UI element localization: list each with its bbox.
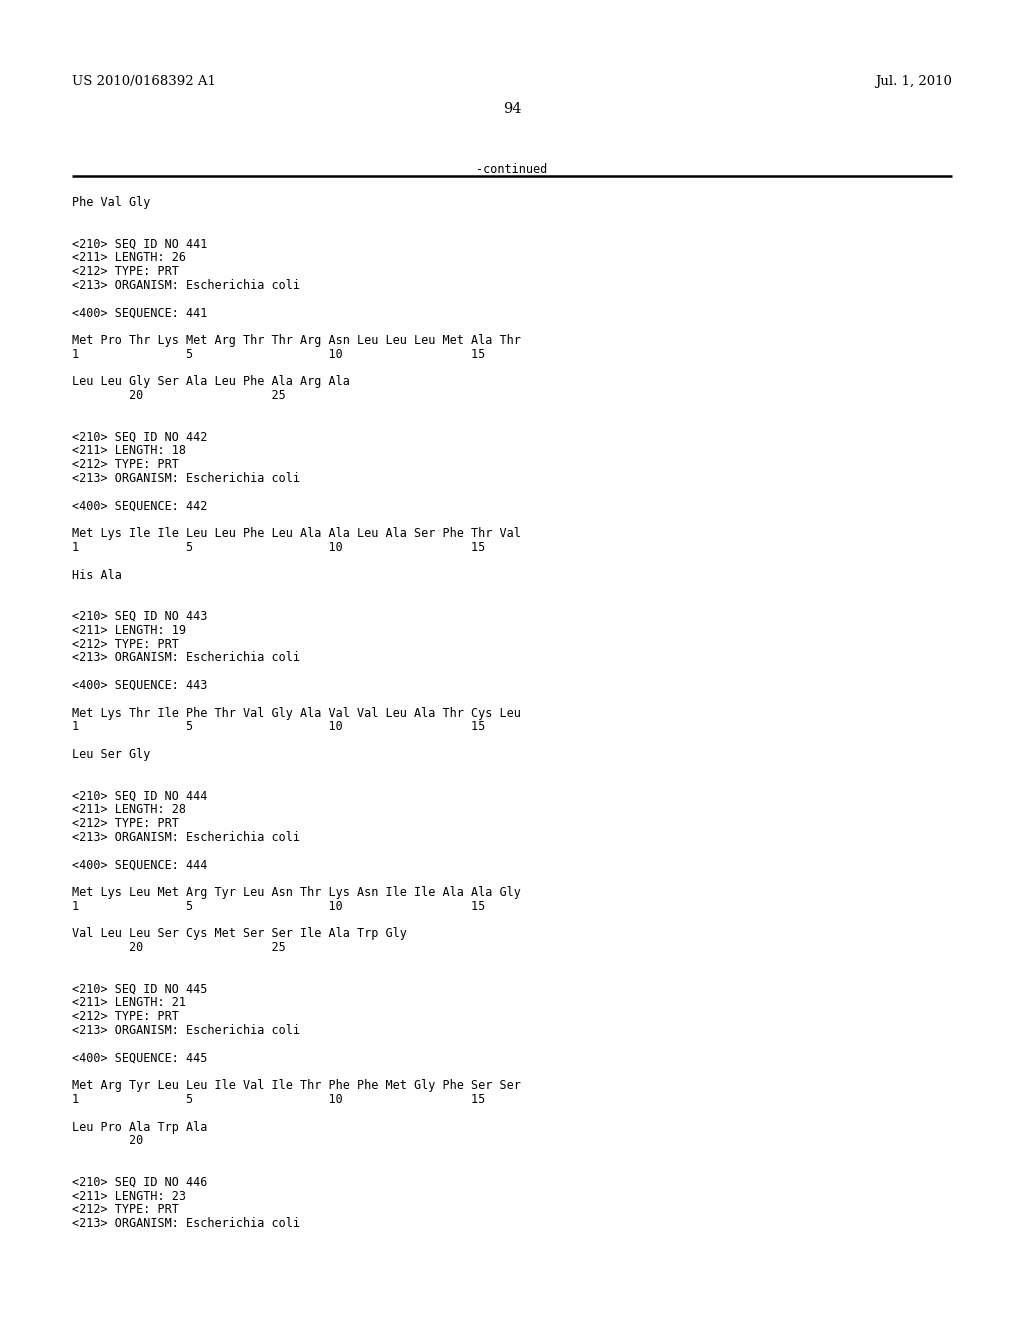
Text: Met Arg Tyr Leu Leu Ile Val Ile Thr Phe Phe Met Gly Phe Ser Ser: Met Arg Tyr Leu Leu Ile Val Ile Thr Phe …: [72, 1080, 521, 1092]
Text: 1               5                   10                  15: 1 5 10 15: [72, 1093, 485, 1106]
Text: <211> LENGTH: 18: <211> LENGTH: 18: [72, 445, 186, 458]
Text: <400> SEQUENCE: 441: <400> SEQUENCE: 441: [72, 306, 208, 319]
Text: <400> SEQUENCE: 442: <400> SEQUENCE: 442: [72, 499, 208, 512]
Text: 1               5                   10                  15: 1 5 10 15: [72, 541, 485, 554]
Text: 1               5                   10                  15: 1 5 10 15: [72, 347, 485, 360]
Text: <212> TYPE: PRT: <212> TYPE: PRT: [72, 1204, 179, 1217]
Text: 1               5                   10                  15: 1 5 10 15: [72, 721, 485, 734]
Text: <210> SEQ ID NO 444: <210> SEQ ID NO 444: [72, 789, 208, 803]
Text: -continued: -continued: [476, 162, 548, 176]
Text: <210> SEQ ID NO 441: <210> SEQ ID NO 441: [72, 238, 208, 251]
Text: <211> LENGTH: 19: <211> LENGTH: 19: [72, 624, 186, 636]
Text: US 2010/0168392 A1: US 2010/0168392 A1: [72, 75, 216, 88]
Text: <210> SEQ ID NO 442: <210> SEQ ID NO 442: [72, 430, 208, 444]
Text: 20                  25: 20 25: [72, 941, 286, 954]
Text: <211> LENGTH: 28: <211> LENGTH: 28: [72, 803, 186, 816]
Text: <210> SEQ ID NO 445: <210> SEQ ID NO 445: [72, 982, 208, 995]
Text: Jul. 1, 2010: Jul. 1, 2010: [876, 75, 952, 88]
Text: <212> TYPE: PRT: <212> TYPE: PRT: [72, 817, 179, 830]
Text: Leu Pro Ala Trp Ala: Leu Pro Ala Trp Ala: [72, 1121, 208, 1134]
Text: <212> TYPE: PRT: <212> TYPE: PRT: [72, 265, 179, 279]
Text: <213> ORGANISM: Escherichia coli: <213> ORGANISM: Escherichia coli: [72, 473, 300, 484]
Text: Phe Val Gly: Phe Val Gly: [72, 195, 151, 209]
Text: Val Leu Leu Ser Cys Met Ser Ser Ile Ala Trp Gly: Val Leu Leu Ser Cys Met Ser Ser Ile Ala …: [72, 928, 407, 940]
Text: 94: 94: [503, 102, 521, 116]
Text: <212> TYPE: PRT: <212> TYPE: PRT: [72, 458, 179, 471]
Text: <213> ORGANISM: Escherichia coli: <213> ORGANISM: Escherichia coli: [72, 279, 300, 292]
Text: <211> LENGTH: 26: <211> LENGTH: 26: [72, 251, 186, 264]
Text: <400> SEQUENCE: 443: <400> SEQUENCE: 443: [72, 678, 208, 692]
Text: <210> SEQ ID NO 443: <210> SEQ ID NO 443: [72, 610, 208, 623]
Text: Met Lys Thr Ile Phe Thr Val Gly Ala Val Val Leu Ala Thr Cys Leu: Met Lys Thr Ile Phe Thr Val Gly Ala Val …: [72, 706, 521, 719]
Text: Leu Leu Gly Ser Ala Leu Phe Ala Arg Ala: Leu Leu Gly Ser Ala Leu Phe Ala Arg Ala: [72, 375, 350, 388]
Text: Leu Ser Gly: Leu Ser Gly: [72, 748, 151, 762]
Text: Met Pro Thr Lys Met Arg Thr Thr Arg Asn Leu Leu Leu Met Ala Thr: Met Pro Thr Lys Met Arg Thr Thr Arg Asn …: [72, 334, 521, 347]
Text: <212> TYPE: PRT: <212> TYPE: PRT: [72, 1010, 179, 1023]
Text: <213> ORGANISM: Escherichia coli: <213> ORGANISM: Escherichia coli: [72, 651, 300, 664]
Text: <212> TYPE: PRT: <212> TYPE: PRT: [72, 638, 179, 651]
Text: <400> SEQUENCE: 444: <400> SEQUENCE: 444: [72, 858, 208, 871]
Text: 20: 20: [72, 1134, 143, 1147]
Text: <213> ORGANISM: Escherichia coli: <213> ORGANISM: Escherichia coli: [72, 830, 300, 843]
Text: <213> ORGANISM: Escherichia coli: <213> ORGANISM: Escherichia coli: [72, 1217, 300, 1230]
Text: 20                  25: 20 25: [72, 389, 286, 403]
Text: <400> SEQUENCE: 445: <400> SEQUENCE: 445: [72, 1052, 208, 1065]
Text: Met Lys Leu Met Arg Tyr Leu Asn Thr Lys Asn Ile Ile Ala Ala Gly: Met Lys Leu Met Arg Tyr Leu Asn Thr Lys …: [72, 886, 521, 899]
Text: <211> LENGTH: 21: <211> LENGTH: 21: [72, 997, 186, 1010]
Text: Met Lys Ile Ile Leu Leu Phe Leu Ala Ala Leu Ala Ser Phe Thr Val: Met Lys Ile Ile Leu Leu Phe Leu Ala Ala …: [72, 527, 521, 540]
Text: <211> LENGTH: 23: <211> LENGTH: 23: [72, 1189, 186, 1203]
Text: <213> ORGANISM: Escherichia coli: <213> ORGANISM: Escherichia coli: [72, 1024, 300, 1038]
Text: His Ala: His Ala: [72, 569, 122, 582]
Text: <210> SEQ ID NO 446: <210> SEQ ID NO 446: [72, 1176, 208, 1189]
Text: 1               5                   10                  15: 1 5 10 15: [72, 900, 485, 913]
